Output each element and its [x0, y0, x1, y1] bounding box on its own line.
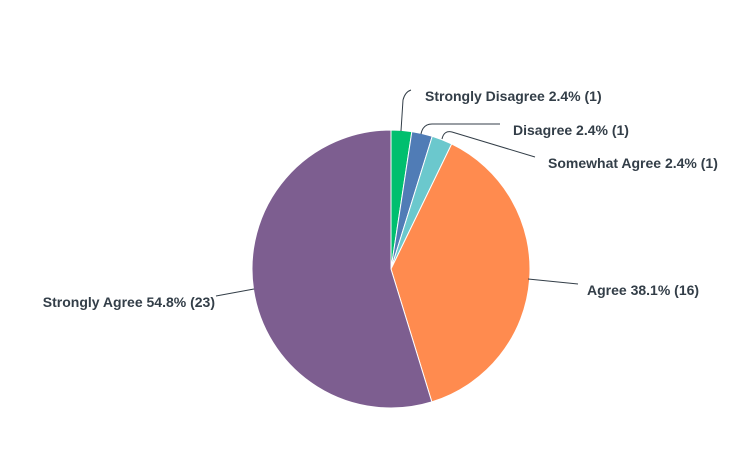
label-somewhat-agree: Somewhat Agree 2.4% (1)	[548, 155, 718, 171]
leader-line-strongly-disagree	[400, 89, 412, 132]
leader-line-somewhat-agree	[441, 131, 536, 158]
label-agree: Agree 38.1% (16)	[587, 282, 699, 298]
pie-slice-strongly-agree	[251, 129, 433, 409]
label-disagree: Disagree 2.4% (1)	[513, 122, 629, 138]
leader-line-strongly-agree	[215, 288, 255, 297]
leader-line-agree	[527, 278, 579, 285]
label-strongly-disagree: Strongly Disagree 2.4% (1)	[425, 88, 602, 104]
leader-line-disagree	[420, 123, 500, 135]
pie-slice-agree	[390, 143, 531, 403]
label-strongly-agree: Strongly Agree 54.8% (23)	[43, 294, 215, 310]
